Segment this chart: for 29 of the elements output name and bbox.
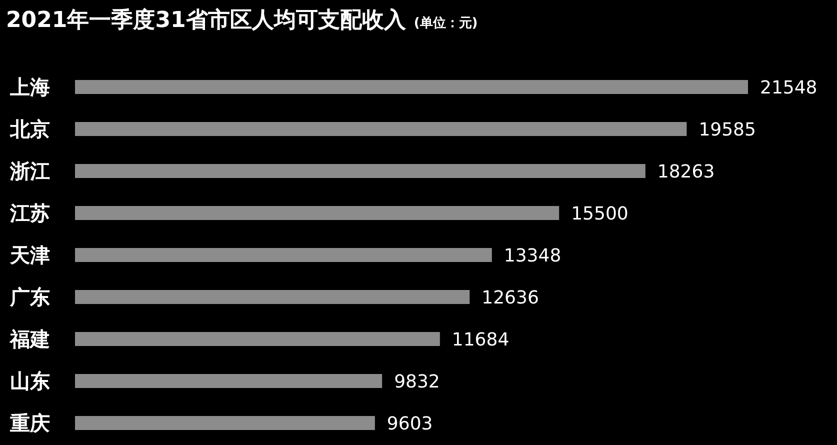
y-tick-label: 天津	[9, 243, 50, 268]
bar	[75, 248, 492, 262]
y-tick-label: 浙江	[9, 159, 50, 184]
data-label: 18263	[657, 161, 715, 182]
data-label: 9832	[394, 371, 440, 392]
bar	[75, 164, 646, 178]
bar	[75, 416, 375, 430]
bar	[75, 206, 560, 220]
bar	[75, 80, 748, 94]
data-label: 21548	[760, 77, 818, 98]
data-label: 11684	[452, 329, 510, 350]
bar	[75, 122, 687, 136]
data-label: 13348	[504, 245, 562, 266]
data-label: 19585	[698, 119, 756, 140]
data-label: 15500	[571, 203, 628, 224]
data-label: 12636	[482, 287, 539, 308]
y-tick-label: 重庆	[9, 411, 50, 436]
bar	[75, 374, 382, 388]
y-tick-label: 上海	[9, 75, 50, 100]
y-tick-label: 广东	[9, 285, 50, 310]
chart-subtitle: (单位：元)	[414, 15, 478, 31]
chart-title: 2021年一季度31省市区人均可支配收入	[6, 7, 407, 33]
bar	[75, 332, 440, 346]
y-tick-label: 山东	[10, 369, 50, 394]
y-tick-label: 北京	[9, 117, 50, 142]
data-label: 9603	[386, 413, 433, 434]
y-tick-label: 江苏	[9, 201, 50, 226]
y-tick-label: 福建	[9, 327, 50, 352]
bar	[75, 290, 470, 304]
